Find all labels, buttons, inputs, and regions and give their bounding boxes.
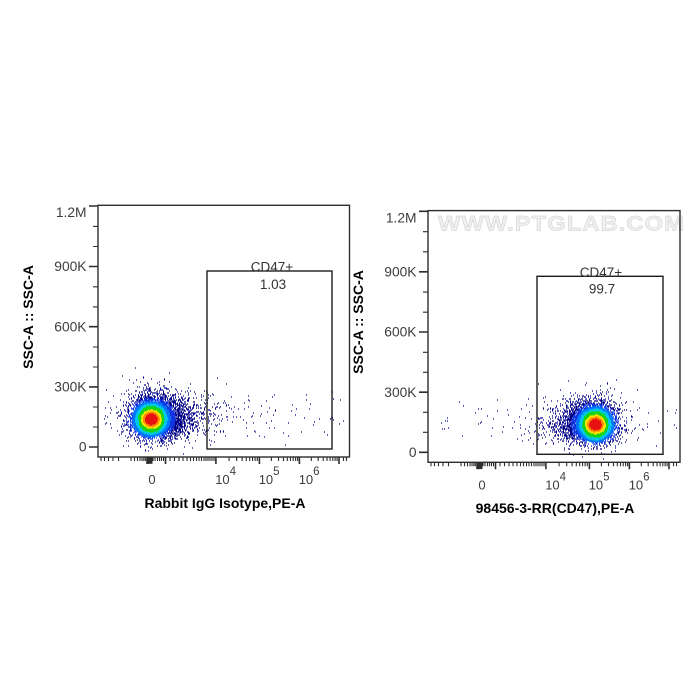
svg-text:SSC-A :: SSC-A: SSC-A :: SSC-A [350,270,366,374]
svg-text:300K: 300K [54,380,87,395]
svg-text:CD47+: CD47+ [251,260,294,275]
svg-text:0: 0 [409,445,417,460]
svg-text:98456-3-RR(CD47),PE-A: 98456-3-RR(CD47),PE-A [476,500,635,516]
svg-text:1.2M: 1.2M [56,205,87,220]
svg-text:1.2M: 1.2M [386,211,417,226]
svg-text:600K: 600K [384,325,417,340]
svg-text:900K: 900K [384,264,417,279]
svg-text:300K: 300K [384,385,417,400]
svg-text:99.7: 99.7 [589,282,615,297]
svg-text:CD47+: CD47+ [580,265,623,280]
svg-text:0: 0 [478,477,485,492]
svg-text:WWW.PTGLAB.COM: WWW.PTGLAB.COM [438,212,685,236]
svg-text:SSC-A :: SSC-A: SSC-A :: SSC-A [20,265,36,369]
svg-text:0: 0 [148,472,155,487]
svg-text:0: 0 [79,440,87,455]
svg-text:900K: 900K [54,259,87,274]
svg-text:600K: 600K [54,319,87,334]
svg-text:1.03: 1.03 [260,277,286,292]
svg-text:Rabbit IgG Isotype,PE-A: Rabbit IgG Isotype,PE-A [144,495,305,511]
